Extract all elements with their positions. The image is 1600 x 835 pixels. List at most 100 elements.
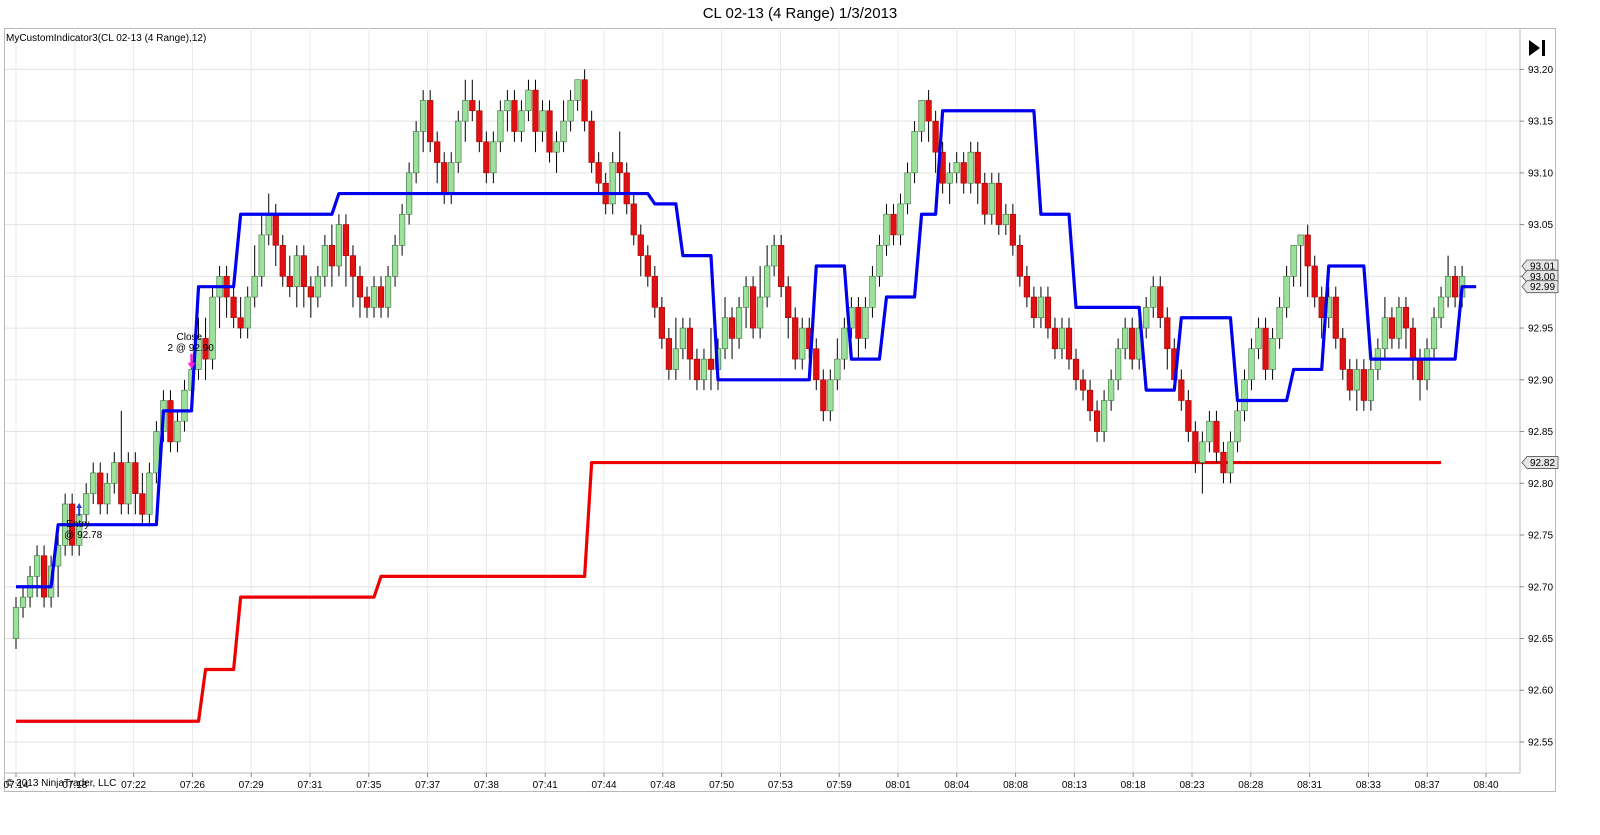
candle <box>771 234 778 277</box>
candle <box>1044 286 1052 339</box>
candle-body <box>1037 296 1045 319</box>
candle <box>1416 348 1424 401</box>
candle <box>307 276 314 318</box>
candle-body <box>1030 296 1037 319</box>
candle-body <box>539 110 546 132</box>
candle-body <box>560 120 567 143</box>
candle-body <box>1255 327 1262 350</box>
candle-body <box>363 296 371 308</box>
candle-body <box>658 307 665 339</box>
candle <box>413 121 420 184</box>
candle-body <box>518 110 525 132</box>
candle <box>19 586 27 618</box>
candle <box>1164 307 1171 370</box>
candle-body <box>1416 358 1424 381</box>
candle <box>1101 390 1108 442</box>
candle-body <box>1150 286 1157 308</box>
candle <box>104 472 111 515</box>
candle-body <box>686 327 694 360</box>
candle <box>469 79 476 122</box>
candle-body <box>1318 296 1325 319</box>
candles <box>12 69 1466 649</box>
candle <box>637 224 644 277</box>
x-tick-label: 07:31 <box>297 780 322 791</box>
x-tick-label: 08:04 <box>944 780 969 791</box>
candle-body <box>244 296 251 329</box>
candle-body <box>1164 317 1171 350</box>
x-tick-label: 07:29 <box>239 780 264 791</box>
candle-body <box>413 131 420 174</box>
candle <box>377 276 385 318</box>
candle-body <box>1437 296 1445 319</box>
candle <box>384 265 392 318</box>
candle-body <box>820 379 827 412</box>
candle <box>1444 255 1452 308</box>
candle <box>539 100 546 142</box>
y-tick-label: 92.70 <box>1528 582 1553 593</box>
candle-body <box>307 286 314 298</box>
candle-body <box>434 141 441 163</box>
candle-body <box>511 100 518 132</box>
candle <box>1248 338 1255 391</box>
candle <box>434 131 441 184</box>
candle-body <box>1360 369 1367 401</box>
candle <box>546 100 553 163</box>
candle-body <box>258 234 265 277</box>
candle <box>33 545 41 598</box>
x-tick-label: 08:13 <box>1062 780 1087 791</box>
candle <box>904 162 911 215</box>
x-tick-label: 07:44 <box>591 780 616 791</box>
candle-body <box>314 276 321 298</box>
y-axis: 92.55 92.60 92.65 92.70 92.75 92.80 92.85 92.90… <box>1519 28 1559 773</box>
candle-body <box>988 182 995 215</box>
candle <box>651 265 658 318</box>
candle <box>1395 297 1403 349</box>
candle-body <box>595 162 602 184</box>
candle <box>300 245 307 308</box>
candle <box>153 421 160 484</box>
candle <box>1360 359 1367 411</box>
candle-body <box>132 462 139 494</box>
candle <box>834 338 841 391</box>
candle-body <box>813 348 820 381</box>
candle-body <box>953 162 960 174</box>
candle <box>953 152 960 184</box>
candle-body <box>97 472 104 505</box>
y-tick-label: 93.05 <box>1528 220 1553 231</box>
candle-body <box>441 162 448 194</box>
candle-body <box>532 89 539 132</box>
x-axis: 07:14 07:18 07:22 07:26 07:29 07:31 07:35 07:37… <box>3 772 1520 791</box>
candle <box>644 245 651 287</box>
band-line-layer <box>16 109 1477 589</box>
candle-body <box>1143 307 1150 329</box>
scroll-to-end-button[interactable] <box>1524 36 1550 60</box>
candle-body <box>771 244 778 267</box>
candle <box>146 462 153 525</box>
candle-body <box>1332 296 1339 339</box>
candle-body <box>146 472 153 515</box>
x-tick-label: 07:50 <box>709 780 734 791</box>
candle-body <box>644 255 651 277</box>
candle <box>553 131 560 173</box>
candle-body <box>890 213 897 236</box>
candle <box>532 79 539 153</box>
candle-body <box>630 203 637 236</box>
candle-body <box>1101 400 1108 432</box>
candle <box>265 193 272 246</box>
candle <box>1297 234 1304 287</box>
price-marker: 92.82 <box>1521 456 1559 469</box>
candle-body <box>125 462 132 505</box>
y-tick-label: 92.90 <box>1528 375 1553 386</box>
y-tick-label: 92.65 <box>1528 634 1553 645</box>
candle <box>841 317 848 370</box>
band-line <box>16 109 1477 589</box>
candle <box>911 121 918 184</box>
candle <box>869 265 876 318</box>
candle <box>279 234 286 287</box>
candle <box>441 152 448 204</box>
candle <box>97 462 104 515</box>
candle <box>1220 441 1227 484</box>
candle <box>462 79 469 142</box>
candle <box>742 276 750 329</box>
